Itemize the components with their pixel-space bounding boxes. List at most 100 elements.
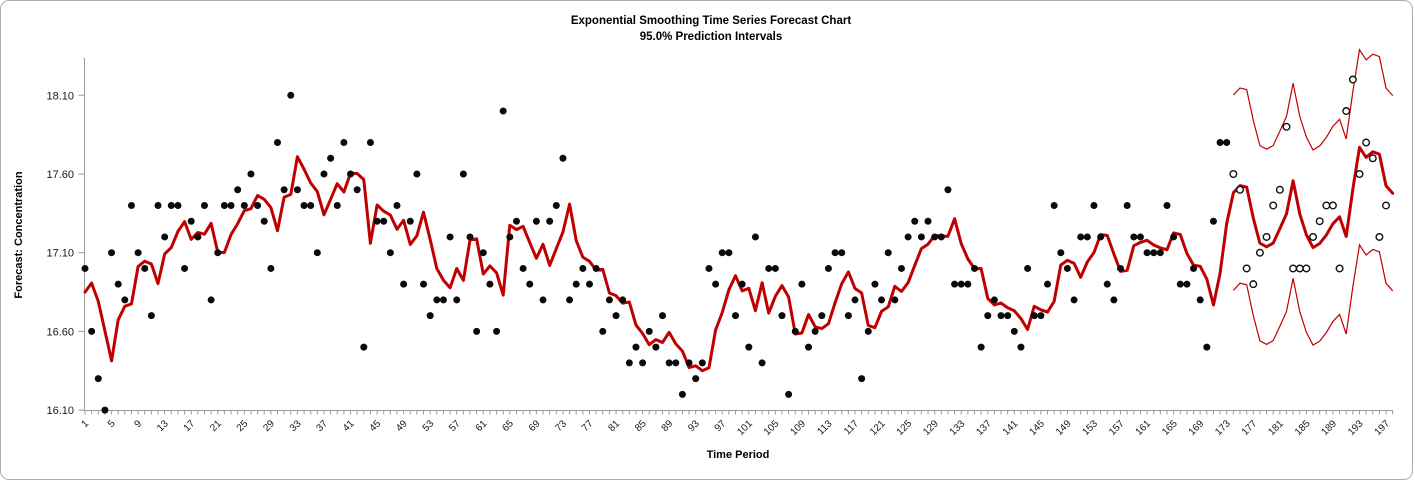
observed-point [1176,280,1184,288]
validation-point [1315,217,1324,226]
observed-point [612,312,620,320]
observed-point [1090,201,1098,209]
svg-text:33: 33 [288,418,304,434]
observed-point [1017,343,1025,351]
observed-point [957,280,965,288]
svg-text:185: 185 [1293,418,1313,438]
svg-text:25: 25 [235,418,251,434]
observed-point [1077,233,1085,241]
svg-text:181: 181 [1266,418,1286,438]
observed-point [1130,233,1138,241]
observed-point [1216,139,1224,147]
observed-point [1044,280,1052,288]
observed-point [134,249,142,257]
observed-point [970,264,978,272]
observed-point [1010,327,1018,335]
observed-point [931,233,939,241]
svg-text:129: 129 [921,418,941,438]
prediction-interval-lower [1232,243,1394,346]
validation-point [1295,264,1304,273]
observed-point [207,296,215,304]
observed-point [1170,233,1178,241]
observed-point [791,327,799,335]
svg-text:161: 161 [1134,418,1154,438]
observed-point [327,154,335,162]
validation-point [1355,169,1364,178]
observed-point [904,233,912,241]
observed-point [439,296,447,304]
validation-point [1335,264,1344,273]
observed-point [247,170,255,178]
validation-point [1322,201,1331,210]
chart-subtitle: 95.0% Prediction Intervals [640,31,783,43]
observed-point [1183,280,1191,288]
observed-point [486,280,494,288]
observed-point [585,280,593,288]
observed-point [94,375,102,383]
observed-point [619,296,627,304]
observed-point [718,249,726,257]
observed-point [566,296,574,304]
svg-text:61: 61 [474,418,490,434]
observed-point [1196,296,1204,304]
observed-point [891,296,899,304]
observed-points [81,91,1231,414]
svg-text:1: 1 [79,418,91,430]
observed-point [977,343,985,351]
observed-point [758,359,766,367]
observed-point [858,375,866,383]
observed-point [725,249,733,257]
validation-point [1302,264,1311,273]
chart-title: Exponential Smoothing Time Series Foreca… [571,15,851,27]
observed-point [672,359,680,367]
observed-point [911,217,919,225]
observed-point [765,264,773,272]
observed-point [546,217,554,225]
observed-point [1097,233,1105,241]
svg-text:97: 97 [713,418,729,434]
svg-text:16.10: 16.10 [46,405,74,417]
svg-text:41: 41 [341,418,357,434]
svg-text:177: 177 [1240,418,1260,438]
observed-point [552,201,560,209]
observed-point [665,359,673,367]
svg-text:93: 93 [686,418,702,434]
observed-point [652,343,660,351]
observed-point [692,375,700,383]
validation-point [1229,169,1238,178]
svg-text:193: 193 [1346,418,1366,438]
observed-point [81,264,89,272]
observed-point [1223,139,1231,147]
validation-point [1249,280,1258,289]
observed-point [420,280,428,288]
validation-point [1242,264,1251,273]
observed-point [127,201,135,209]
observed-point [512,217,520,225]
observed-point [878,296,886,304]
observed-point [705,264,713,272]
observed-point [400,280,408,288]
observed-point [353,186,361,194]
svg-text:37: 37 [314,418,330,434]
observed-point [181,264,189,272]
observed-point [459,170,467,178]
svg-text:125: 125 [895,418,915,438]
observed-point [293,186,301,194]
observed-point [499,107,507,115]
observed-point [712,280,720,288]
observed-point [851,296,859,304]
observed-point [1070,296,1078,304]
observed-point [313,249,321,257]
observed-point [267,264,275,272]
observed-point [964,280,972,288]
observed-point [466,233,474,241]
observed-point [997,312,1005,320]
observed-point [274,139,282,147]
svg-text:141: 141 [1001,418,1021,438]
svg-text:105: 105 [762,418,782,438]
svg-text:117: 117 [842,418,861,437]
observed-point [698,359,706,367]
x-axis: 1 5 9 13 17 21 25 29 33 37 41 45 49 53 57 61 65 69 73 77 81 8… [79,410,1394,438]
